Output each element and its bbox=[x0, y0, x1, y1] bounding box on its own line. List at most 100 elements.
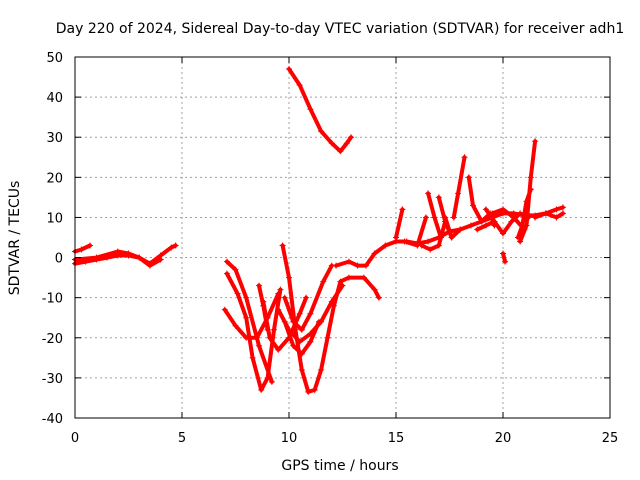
data-point bbox=[286, 274, 292, 281]
data-point bbox=[277, 286, 284, 293]
data-point bbox=[470, 202, 477, 209]
series-s27 bbox=[517, 138, 539, 245]
data-point bbox=[523, 222, 530, 229]
series-line bbox=[518, 139, 538, 244]
data-point bbox=[345, 258, 352, 265]
data-point bbox=[275, 306, 282, 313]
data-point bbox=[437, 234, 444, 241]
series-line bbox=[394, 207, 405, 240]
series-line bbox=[533, 211, 565, 220]
data-point bbox=[268, 378, 275, 385]
data-point bbox=[157, 256, 164, 263]
data-point bbox=[348, 134, 355, 141]
plot-frame bbox=[74, 56, 611, 419]
data-point bbox=[136, 254, 143, 261]
data-point bbox=[146, 262, 153, 269]
data-point bbox=[296, 310, 303, 317]
data-point bbox=[279, 242, 286, 249]
series-s29 bbox=[474, 218, 498, 233]
series-line bbox=[282, 263, 334, 332]
data-point bbox=[532, 138, 539, 145]
data-point bbox=[223, 258, 230, 265]
data-point bbox=[337, 278, 344, 285]
y-tick-label: 0 bbox=[55, 252, 63, 267]
series-s28 bbox=[532, 210, 566, 221]
data-point bbox=[172, 242, 179, 249]
data-point bbox=[457, 226, 464, 233]
x-tick-label: 20 bbox=[495, 431, 512, 446]
data-point bbox=[307, 310, 314, 317]
data-point bbox=[320, 278, 327, 285]
data-point bbox=[315, 318, 322, 325]
data-point bbox=[258, 386, 265, 393]
y-tick-label: -30 bbox=[42, 372, 63, 387]
data-point bbox=[256, 342, 263, 349]
data-point bbox=[290, 342, 297, 349]
data-point bbox=[371, 286, 378, 293]
data-point bbox=[328, 140, 335, 147]
data-point bbox=[442, 214, 449, 221]
data-point bbox=[307, 106, 314, 113]
data-point bbox=[232, 322, 239, 329]
data-point bbox=[431, 214, 438, 221]
data-point bbox=[418, 242, 425, 249]
data-point bbox=[223, 270, 230, 277]
data-point bbox=[311, 386, 318, 393]
y-axis: -40 -30 -20 -10 0 10 20 30 40 50 bbox=[42, 51, 610, 427]
data-point bbox=[553, 214, 560, 221]
data-point bbox=[354, 262, 361, 269]
x-tick-label: 15 bbox=[388, 431, 405, 446]
data-point bbox=[360, 274, 367, 281]
data-point bbox=[256, 282, 263, 289]
data-point bbox=[427, 246, 434, 253]
data-point bbox=[298, 326, 305, 333]
data-point bbox=[78, 246, 85, 253]
data-point bbox=[422, 214, 429, 221]
data-point bbox=[221, 306, 228, 313]
data-point bbox=[168, 244, 175, 251]
data-point bbox=[281, 318, 288, 325]
data-point bbox=[333, 262, 340, 269]
data-point bbox=[339, 282, 346, 289]
data-point bbox=[232, 266, 239, 273]
series-line bbox=[224, 271, 283, 392]
data-point bbox=[532, 214, 539, 221]
data-point bbox=[296, 82, 303, 89]
data-point bbox=[559, 204, 566, 211]
data-point bbox=[517, 210, 524, 217]
data-point bbox=[318, 366, 325, 373]
x-axis: 0 5 10 15 20 25 bbox=[71, 57, 618, 446]
series-line bbox=[261, 295, 309, 352]
series-s21 bbox=[450, 154, 468, 221]
data-point bbox=[478, 218, 485, 225]
data-point bbox=[393, 234, 399, 241]
y-tick-label: 30 bbox=[46, 131, 63, 146]
data-series bbox=[72, 66, 566, 395]
x-tick-label: 25 bbox=[602, 431, 619, 446]
data-point bbox=[328, 298, 335, 305]
series-s6 bbox=[223, 258, 275, 385]
series-s5 bbox=[223, 270, 284, 393]
data-point bbox=[305, 388, 312, 395]
data-point bbox=[450, 214, 457, 221]
data-point bbox=[425, 238, 432, 245]
data-point bbox=[491, 218, 498, 225]
grid bbox=[75, 57, 610, 418]
data-point bbox=[500, 206, 506, 213]
series-line bbox=[222, 291, 281, 340]
data-point bbox=[271, 326, 278, 333]
data-point bbox=[482, 222, 489, 229]
data-point bbox=[345, 274, 352, 281]
data-point bbox=[435, 194, 442, 201]
y-tick-label: 40 bbox=[46, 91, 63, 106]
data-point bbox=[474, 226, 481, 233]
y-tick-label: -20 bbox=[42, 332, 63, 347]
series-line bbox=[73, 243, 92, 254]
series-line bbox=[419, 219, 448, 252]
data-point bbox=[298, 366, 305, 373]
data-point bbox=[465, 174, 472, 181]
data-point bbox=[455, 190, 462, 197]
data-point bbox=[243, 314, 250, 321]
chart-title: Day 220 of 2024, Sidereal Day-to-day VTE… bbox=[56, 21, 624, 37]
